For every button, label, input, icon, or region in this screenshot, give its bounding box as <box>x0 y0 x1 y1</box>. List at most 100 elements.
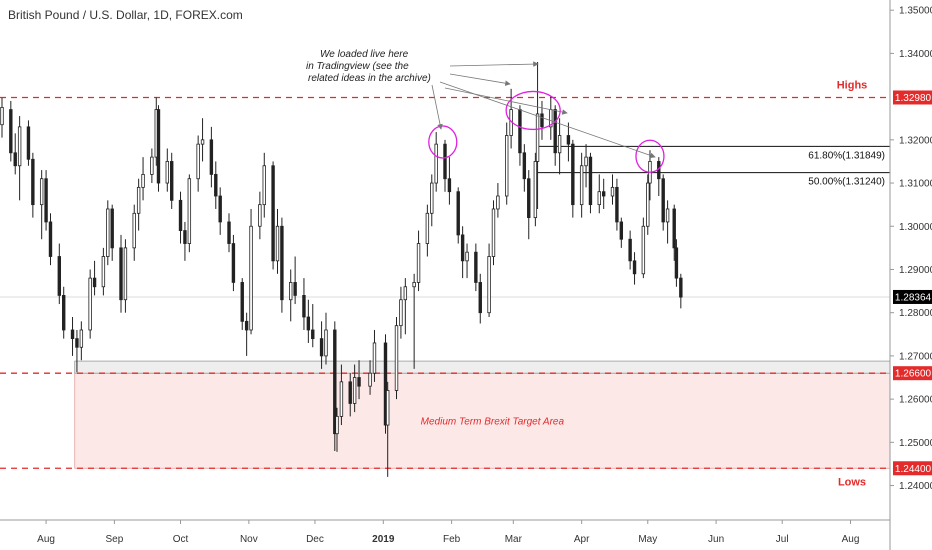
level-price-tag <box>893 366 932 381</box>
candle <box>646 174 650 235</box>
candle-body <box>293 282 297 296</box>
candle-body <box>357 377 361 387</box>
y-tick-label: 1.25000 <box>899 438 932 449</box>
annotation-line: related ideas in the archive) <box>308 73 431 84</box>
x-tick-label: May <box>638 534 657 545</box>
candle-body <box>9 109 13 154</box>
candle-body <box>101 256 106 288</box>
annotation-arrow <box>449 73 511 86</box>
candle <box>553 105 557 166</box>
candle-body <box>672 208 676 249</box>
candle <box>672 204 676 261</box>
candle-body <box>244 320 249 331</box>
candle-body <box>335 416 339 435</box>
candle-body <box>39 178 44 206</box>
candle-body <box>352 377 357 404</box>
candle-body <box>478 282 482 314</box>
candle <box>227 213 231 253</box>
candle <box>249 208 253 335</box>
candle <box>165 148 169 192</box>
candle-body <box>348 381 352 404</box>
candle-body <box>443 143 447 180</box>
candle <box>505 122 509 205</box>
candle-body <box>79 329 84 348</box>
candle <box>311 304 315 348</box>
candle <box>271 161 275 270</box>
candle <box>339 364 344 426</box>
candle-body <box>75 338 79 348</box>
candle-body <box>522 152 527 180</box>
candle-body <box>372 342 377 374</box>
candle <box>357 360 361 400</box>
candle <box>615 178 619 231</box>
candle <box>150 148 154 184</box>
candle-body <box>200 139 205 145</box>
candle-body <box>553 109 557 154</box>
candle <box>571 139 575 218</box>
candle <box>178 191 183 244</box>
candle <box>231 234 236 292</box>
candle <box>92 260 97 296</box>
candle <box>200 118 205 162</box>
candle-body <box>289 282 293 301</box>
candle-body <box>123 247 128 301</box>
candle <box>399 286 403 339</box>
candle-body <box>434 143 438 184</box>
candle <box>119 234 123 313</box>
candle <box>240 278 244 330</box>
candle-body <box>110 208 114 249</box>
candle-body <box>619 221 624 240</box>
candle-body <box>48 221 53 257</box>
candle <box>584 144 588 188</box>
candle <box>352 364 357 413</box>
candle <box>478 273 482 324</box>
x-tick-label: Mar <box>505 534 523 545</box>
candle <box>132 204 136 261</box>
candle <box>597 174 601 214</box>
candle <box>557 118 562 175</box>
candle <box>430 174 434 227</box>
level-price-tag <box>893 461 932 476</box>
candle-body <box>399 299 403 327</box>
candle-body <box>416 243 421 283</box>
candle-body <box>170 161 174 201</box>
candle-body <box>535 113 540 162</box>
annotation-line: We loaded live here <box>320 49 409 60</box>
candle-body <box>302 295 306 318</box>
candle <box>13 133 17 175</box>
candle <box>628 230 632 270</box>
candle-body <box>496 195 500 210</box>
candle <box>460 226 465 279</box>
candle-body <box>527 178 531 219</box>
candle-body <box>601 191 606 197</box>
y-tick-label: 1.35000 <box>899 6 932 17</box>
y-tick-label: 1.31000 <box>899 179 932 190</box>
candle-body <box>70 329 75 340</box>
candle-body <box>92 277 97 288</box>
candle-body <box>571 143 575 206</box>
candle <box>533 152 538 227</box>
candle <box>293 256 297 305</box>
x-tick-label: Sep <box>106 534 124 545</box>
x-tick-label: Oct <box>173 534 189 545</box>
candle <box>306 299 311 343</box>
candle <box>674 239 679 287</box>
x-tick-label: Aug <box>37 534 55 545</box>
candle-body <box>231 243 236 283</box>
candle-body <box>57 256 62 296</box>
candle <box>214 161 218 209</box>
candle-body <box>306 316 311 331</box>
candle-body <box>141 174 145 188</box>
x-tick-label: Jun <box>708 534 724 545</box>
candle <box>17 116 22 201</box>
candle-body <box>584 156 588 167</box>
candle <box>641 217 646 279</box>
candle-body <box>319 338 324 357</box>
candle-body <box>156 109 161 184</box>
candle-body <box>540 113 544 128</box>
fib-label: 50.00%(1.31240) <box>808 177 885 188</box>
candle-body <box>196 143 200 180</box>
candle <box>425 204 430 257</box>
candle-body <box>368 372 372 387</box>
